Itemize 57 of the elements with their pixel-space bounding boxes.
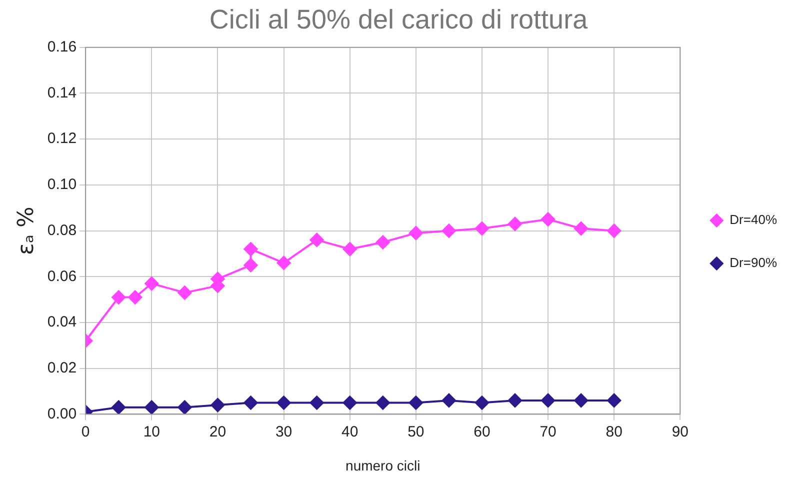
- x-tick-label: 90: [672, 423, 689, 440]
- point: [276, 256, 291, 270]
- point: [112, 400, 126, 414]
- x-tick-label: 80: [606, 423, 622, 440]
- point: [342, 242, 357, 256]
- point: [144, 276, 159, 291]
- x-tick-label: 60: [474, 423, 490, 440]
- chart-title: Cicli al 50% del carico di rottura: [209, 4, 589, 35]
- point: [607, 224, 622, 238]
- point: [474, 396, 489, 410]
- point: [408, 396, 423, 410]
- point: [408, 226, 423, 240]
- y-tick-label: 0.10: [47, 176, 77, 194]
- x-tick-label: 40: [342, 423, 358, 440]
- point: [442, 393, 456, 408]
- y-tick-label: 0.04: [47, 314, 77, 331]
- x-tick-label: 30: [275, 423, 292, 440]
- point: [442, 224, 456, 238]
- point: [310, 232, 324, 247]
- y-axis-title: εₐ %: [14, 206, 39, 256]
- x-tick-label: 20: [209, 423, 226, 440]
- point: [244, 242, 258, 256]
- point: [112, 290, 126, 304]
- point: [607, 393, 622, 408]
- x-tick-label: 50: [408, 423, 424, 440]
- y-tick-label: 0.14: [47, 84, 77, 102]
- point: [574, 393, 588, 408]
- point: [376, 235, 390, 250]
- point: [508, 216, 522, 231]
- point: [541, 393, 556, 408]
- point: [144, 400, 159, 414]
- point: [310, 396, 324, 410]
- legend-label: Dr=40%: [730, 212, 778, 228]
- legend-label: Dr=90%: [730, 255, 778, 270]
- y-tick-label: 0.02: [47, 359, 77, 376]
- y-tick-label: 0.16: [47, 38, 77, 56]
- y-tick-label: 0.12: [47, 130, 77, 148]
- point: [508, 393, 522, 408]
- point: [178, 400, 192, 414]
- x-tick-label: 10: [143, 423, 160, 440]
- point: [244, 258, 258, 272]
- x-tick-label: 70: [540, 423, 556, 440]
- point: [244, 396, 258, 410]
- point: [276, 396, 291, 410]
- point: [376, 396, 390, 410]
- point: [178, 286, 192, 300]
- y-tick-label: 0.06: [47, 268, 77, 285]
- point: [342, 396, 357, 410]
- x-tick-label: 0: [81, 423, 90, 440]
- y-tick-label: 0.00: [47, 405, 77, 422]
- point: [128, 290, 142, 304]
- point: [210, 398, 225, 412]
- point: [474, 222, 489, 236]
- point: [574, 222, 588, 236]
- point: [541, 212, 556, 226]
- y-tick-label: 0.08: [47, 222, 77, 239]
- x-axis-title: numero cicli: [346, 457, 420, 474]
